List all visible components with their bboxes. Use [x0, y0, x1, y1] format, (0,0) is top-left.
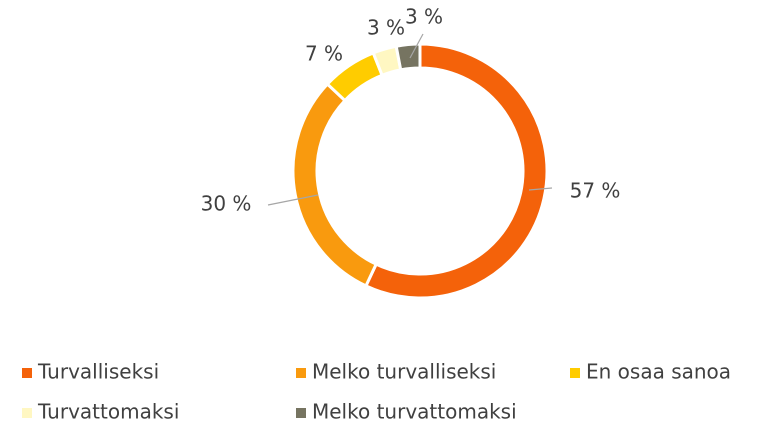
- leader-line: [267, 194, 319, 206]
- donut-slice: [363, 42, 549, 300]
- data-label: 7 %: [305, 42, 343, 66]
- data-label: 30 %: [201, 192, 252, 216]
- data-label: 3 %: [405, 5, 443, 29]
- leader-line: [528, 187, 553, 191]
- legend-label: Turvalliseksi: [37, 360, 159, 384]
- legend-swatch: [22, 368, 32, 378]
- leader-line: [409, 33, 424, 59]
- legend-label: Turvattomaksi: [37, 400, 179, 424]
- legend-swatch: [296, 368, 306, 378]
- legend-swatch: [570, 368, 580, 378]
- donut-slice: [394, 42, 422, 72]
- legend-label: Melko turvalliseksi: [312, 360, 496, 384]
- legend-swatch: [296, 408, 306, 418]
- data-label: 57 %: [570, 179, 621, 203]
- legend-label: En osaa sanoa: [586, 360, 731, 384]
- legend-swatch: [22, 408, 32, 418]
- legend-label: Melko turvattomaksi: [312, 400, 517, 424]
- donut-slice: [291, 81, 379, 288]
- data-label: 3 %: [367, 16, 405, 40]
